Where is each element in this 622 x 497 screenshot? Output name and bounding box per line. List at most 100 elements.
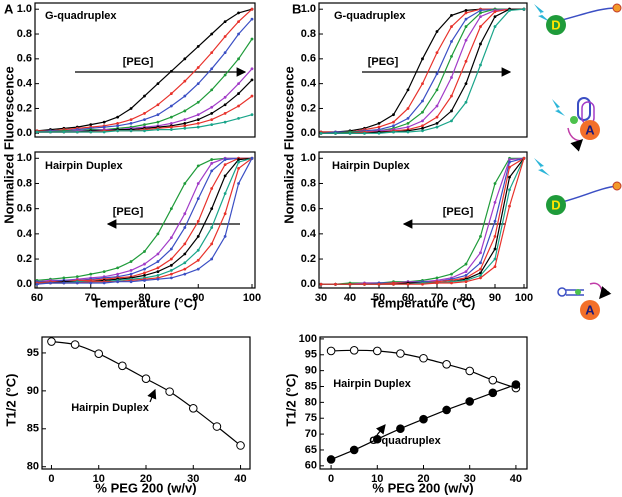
plot-frame	[318, 2, 528, 138]
curve	[321, 157, 525, 285]
point	[116, 124, 120, 128]
point	[169, 276, 173, 280]
y-tick-label: 1.0	[17, 3, 32, 15]
point	[183, 94, 187, 98]
point	[223, 20, 227, 24]
x-tick-label: 70	[85, 292, 97, 304]
point	[392, 130, 395, 134]
x-tick-label: 50	[373, 292, 385, 304]
point	[169, 257, 173, 261]
illustration-open-hairpin: D	[534, 158, 622, 215]
point	[465, 397, 475, 406]
point	[522, 7, 526, 11]
point	[522, 156, 526, 160]
point	[196, 125, 200, 129]
point	[488, 375, 498, 385]
point	[196, 258, 200, 262]
point	[143, 267, 146, 271]
point	[183, 118, 187, 122]
point	[223, 174, 227, 178]
point	[169, 272, 173, 276]
point	[348, 282, 352, 286]
point	[102, 125, 106, 129]
point	[210, 207, 214, 211]
point	[62, 281, 66, 285]
point	[210, 242, 214, 246]
point	[406, 116, 410, 120]
point	[35, 130, 39, 134]
point	[493, 219, 497, 223]
x-tick-label: 100	[515, 292, 533, 304]
point	[165, 387, 174, 396]
point	[236, 441, 245, 450]
point	[223, 51, 227, 55]
point	[156, 274, 160, 277]
point	[183, 124, 187, 128]
curve	[320, 8, 524, 134]
point	[223, 95, 227, 99]
x-tick-label: 90	[489, 292, 501, 304]
point	[493, 234, 497, 238]
point	[169, 121, 173, 125]
point	[183, 126, 187, 130]
point	[250, 37, 254, 41]
point	[479, 234, 482, 238]
curve	[321, 8, 525, 134]
illustration-hairpin: A	[557, 282, 612, 320]
point	[435, 281, 439, 285]
y-tick-label: 0.8	[301, 177, 316, 189]
point	[169, 69, 173, 73]
point	[319, 131, 323, 135]
point	[196, 197, 200, 200]
point	[223, 73, 227, 77]
point	[392, 282, 395, 286]
x-tick-label: 0	[328, 473, 334, 485]
point	[183, 109, 187, 113]
point	[464, 82, 468, 86]
point	[62, 276, 66, 280]
point	[421, 110, 424, 114]
point	[421, 126, 424, 130]
point	[450, 40, 453, 43]
point	[442, 405, 451, 415]
point	[156, 128, 160, 131]
y-tick-label: 0.6	[17, 53, 32, 65]
curve	[321, 157, 524, 285]
x-tick-label: 40	[234, 473, 246, 485]
point	[156, 113, 160, 117]
curve	[321, 8, 524, 134]
point	[464, 11, 468, 15]
point	[250, 113, 254, 117]
point	[464, 17, 468, 21]
point	[210, 51, 214, 55]
point	[237, 92, 240, 95]
point	[348, 131, 352, 135]
point	[493, 15, 497, 19]
point	[465, 366, 475, 376]
point	[237, 166, 240, 170]
point	[493, 247, 497, 251]
point	[223, 112, 227, 115]
point	[49, 130, 52, 134]
point	[421, 282, 424, 286]
point	[196, 45, 200, 48]
y-axis-title: Normalized Fluorescence	[281, 66, 296, 224]
point	[464, 9, 468, 12]
annotation: [PEG]	[443, 206, 474, 218]
y-tick-label: 0.4	[301, 78, 317, 90]
y-tick-label: 0.6	[17, 203, 32, 215]
point	[183, 267, 187, 271]
annotation: [PEG]	[123, 56, 154, 68]
point	[223, 212, 227, 216]
point	[183, 226, 187, 229]
point	[435, 30, 439, 33]
point	[169, 125, 173, 129]
curve	[321, 158, 525, 285]
point	[169, 92, 173, 95]
point	[464, 25, 468, 28]
label-arrow	[147, 388, 157, 403]
point	[89, 123, 93, 126]
point	[223, 120, 227, 124]
